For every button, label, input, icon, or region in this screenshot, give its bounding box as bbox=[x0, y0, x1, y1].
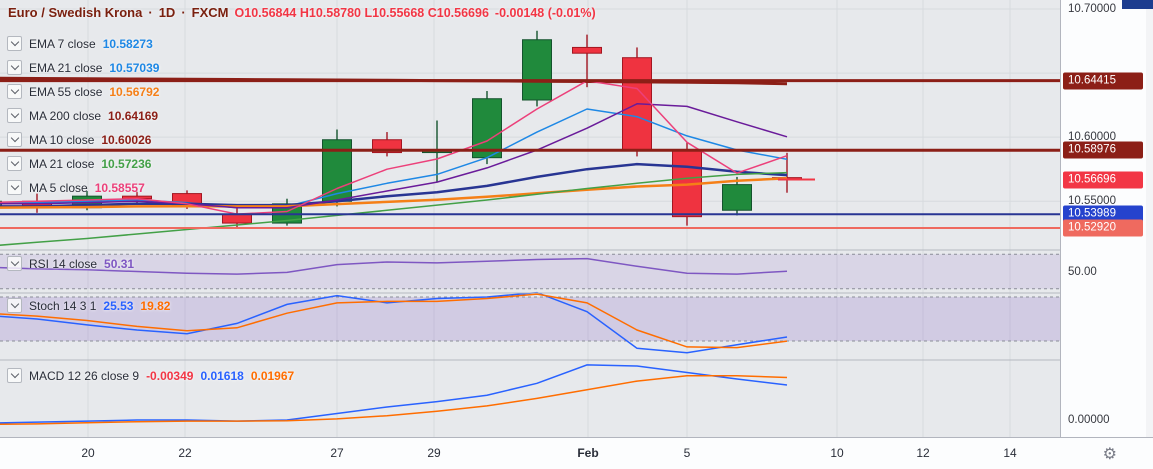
legend-label: RSI 14 close bbox=[29, 256, 98, 271]
symbol-title[interactable]: Euro / Swedish Krona bbox=[8, 5, 143, 20]
time-axis[interactable]: ⚙ 20 22 27 29 Feb 5 10 12 14 bbox=[0, 437, 1153, 469]
legend-value: 10.64169 bbox=[108, 108, 159, 123]
chevron-down-icon[interactable] bbox=[7, 298, 22, 313]
chevron-down-icon[interactable] bbox=[7, 180, 22, 195]
chevron-down-icon[interactable] bbox=[7, 368, 22, 383]
chevron-down-icon[interactable] bbox=[7, 84, 22, 99]
time-axis-label: 5 bbox=[683, 446, 691, 460]
legend-ma-10-close[interactable]: MA 10 close 10.60026 bbox=[7, 132, 151, 147]
legend-label: EMA 21 close bbox=[29, 60, 103, 75]
candle bbox=[472, 98, 502, 159]
legend-label: MACD 12 26 close 9 bbox=[29, 368, 140, 383]
legend-value: -0.00349 bbox=[146, 368, 194, 383]
legend-value: 10.58273 bbox=[102, 36, 153, 51]
price-badge: 10.53989 bbox=[1063, 205, 1143, 223]
legend-label: EMA 7 close bbox=[29, 36, 96, 51]
symbol-header[interactable]: Euro / Swedish Krona · 1D · FXCM O10.568… bbox=[8, 5, 596, 20]
legend-ema-55-close[interactable]: EMA 55 close 10.56792 bbox=[7, 84, 159, 99]
chevron-down-icon[interactable] bbox=[7, 36, 22, 51]
macd-signal-line bbox=[0, 374, 788, 425]
legend-value: 50.31 bbox=[104, 256, 135, 271]
ohlc-values: O10.56844 H10.58780 L10.55668 C10.56696 bbox=[234, 6, 489, 20]
candle bbox=[572, 46, 602, 54]
price-badge: 10.58976 bbox=[1063, 141, 1143, 159]
macd-axis-label: 0.00000 bbox=[1068, 413, 1110, 426]
legend-ma-200-close[interactable]: MA 200 close 10.64169 bbox=[7, 108, 158, 123]
time-axis-label: 20 bbox=[81, 446, 95, 460]
legend-ma-21-close[interactable]: MA 21 close 10.57236 bbox=[7, 156, 151, 171]
price-axis-label: 10.70000 bbox=[1068, 2, 1116, 15]
candle bbox=[522, 39, 552, 101]
legend-value: 19.82 bbox=[140, 298, 171, 313]
legend-stoch-14-3-1[interactable]: Stoch 14 3 1 25.53 19.82 bbox=[7, 298, 170, 313]
overlay-ema-55 bbox=[0, 177, 788, 209]
legend-label: EMA 55 close bbox=[29, 84, 103, 99]
candle bbox=[222, 213, 252, 224]
chart-canvas[interactable] bbox=[0, 0, 1060, 437]
legend-value: 10.57039 bbox=[109, 60, 160, 75]
price-badge: 10.52920 bbox=[1063, 219, 1143, 237]
legend-ema-21-close[interactable]: EMA 21 close 10.57039 bbox=[7, 60, 159, 75]
legend-label: MA 10 close bbox=[29, 132, 95, 147]
legend-value: 0.01618 bbox=[200, 368, 244, 383]
legend-macd-12-26-close-9[interactable]: MACD 12 26 close 9 -0.00349 0.01618 0.01967 bbox=[7, 368, 294, 383]
legend-label: Stoch 14 3 1 bbox=[29, 298, 97, 313]
legend-value: 10.56792 bbox=[109, 84, 160, 99]
time-axis-label: 27 bbox=[330, 446, 344, 460]
legend-value: 25.53 bbox=[103, 298, 134, 313]
overlay-ma-10 bbox=[0, 103, 788, 209]
price-axis-label: 10.55000 bbox=[1068, 195, 1116, 208]
time-axis-label: 14 bbox=[1003, 446, 1017, 460]
legend-ma-5-close[interactable]: MA 5 close 10.58557 bbox=[7, 180, 145, 195]
separator: · bbox=[181, 5, 186, 20]
overlay-ema-7 bbox=[0, 108, 788, 209]
overlay-ema-21 bbox=[0, 162, 788, 208]
macd-line bbox=[0, 364, 788, 424]
time-axis-label: 29 bbox=[427, 446, 441, 460]
legend-label: MA 5 close bbox=[29, 180, 88, 195]
legend-value: 10.58557 bbox=[94, 180, 145, 195]
legend-label: MA 21 close bbox=[29, 156, 95, 171]
candle bbox=[722, 184, 752, 211]
exchange-label: FXCM bbox=[191, 5, 229, 20]
overlay-ma-5 bbox=[0, 80, 788, 215]
chevron-down-icon[interactable] bbox=[7, 132, 22, 147]
chevron-down-icon[interactable] bbox=[7, 60, 22, 75]
change-value: -0.00148 (-0.01%) bbox=[494, 6, 596, 20]
chevron-down-icon[interactable] bbox=[7, 256, 22, 271]
legend-value: 10.60026 bbox=[101, 132, 152, 147]
legend-ema-7-close[interactable]: EMA 7 close 10.58273 bbox=[7, 36, 153, 51]
gear-icon[interactable]: ⚙ bbox=[1102, 446, 1117, 463]
price-axis-label: 10.60000 bbox=[1068, 131, 1116, 144]
rsi-axis-label: 50.00 bbox=[1068, 265, 1097, 278]
price-axis[interactable]: 10.70000 10.60000 10.55000 50.00 0.00000 10.6… bbox=[1060, 0, 1146, 437]
separator: · bbox=[148, 5, 153, 20]
time-axis-label: Feb bbox=[577, 446, 599, 460]
stoch-k-line bbox=[0, 291, 788, 354]
time-axis-label: 10 bbox=[830, 446, 844, 460]
scrollbar-thumb[interactable] bbox=[1122, 0, 1153, 9]
rsi-line bbox=[0, 257, 788, 275]
scrollbar-track[interactable] bbox=[1146, 0, 1153, 469]
interval-button[interactable]: 1D bbox=[158, 5, 176, 20]
chevron-down-icon[interactable] bbox=[7, 108, 22, 123]
legend-rsi-14-close[interactable]: RSI 14 close 50.31 bbox=[7, 256, 134, 271]
overlay-ma-21 bbox=[0, 171, 788, 246]
legend-value: 0.01967 bbox=[250, 368, 295, 383]
stoch-d-line bbox=[0, 293, 788, 349]
time-axis-label: 22 bbox=[178, 446, 192, 460]
time-axis-label: 12 bbox=[916, 446, 930, 460]
price-badge: 10.64415 bbox=[1063, 72, 1143, 90]
legend-label: MA 200 close bbox=[29, 108, 102, 123]
chevron-down-icon[interactable] bbox=[7, 156, 22, 171]
legend-value: 10.57236 bbox=[101, 156, 152, 171]
price-badge: 10.56696 bbox=[1063, 171, 1143, 189]
